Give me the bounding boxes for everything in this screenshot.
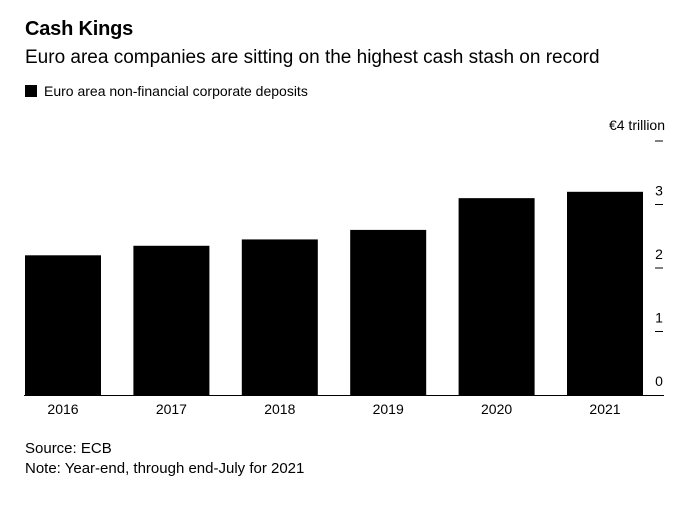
bar-2016 — [25, 255, 101, 395]
y-tick-label: 3 — [655, 183, 663, 199]
x-tick-label: 2021 — [589, 401, 620, 417]
bar-2020 — [458, 198, 535, 395]
x-tick-label: 2018 — [264, 401, 295, 417]
chart-subtitle: Euro area companies are sitting on the h… — [25, 47, 600, 68]
x-tick-label: 2020 — [481, 401, 512, 417]
x-tick-label: 2019 — [373, 401, 404, 417]
legend: Euro area non-financial corporate deposi… — [25, 83, 308, 99]
x-tick-label: 2017 — [156, 401, 187, 417]
y-axis-unit-label: €4 trillion — [608, 117, 665, 133]
legend-label: Euro area non-financial corporate deposi… — [44, 83, 308, 99]
x-tick-label: 2016 — [47, 401, 78, 417]
source-note: Source: ECB — [25, 440, 112, 457]
legend-swatch — [25, 85, 37, 97]
y-tick-label: 0 — [655, 373, 663, 389]
y-tick-label: 1 — [655, 310, 663, 326]
bar-2018 — [241, 239, 318, 395]
bar-2021 — [567, 191, 643, 395]
bar-2017 — [133, 245, 210, 395]
footnote: Note: Year-end, through end-July for 202… — [25, 460, 305, 477]
bar-2019 — [350, 229, 427, 395]
y-tick-label: 2 — [655, 246, 663, 262]
chart-title: Cash Kings — [25, 18, 134, 40]
